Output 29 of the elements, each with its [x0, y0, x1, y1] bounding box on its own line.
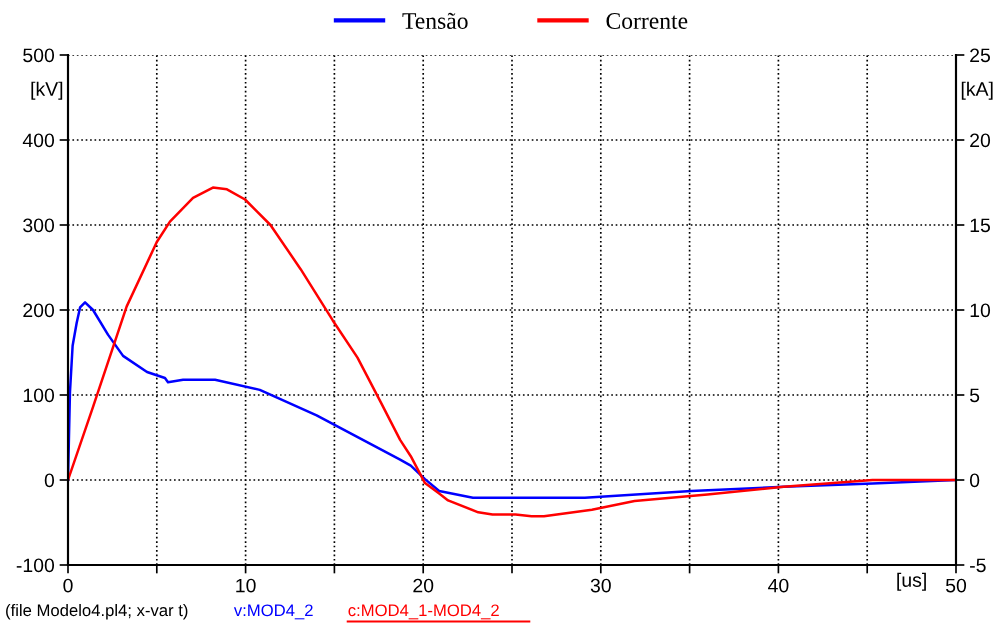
x-axis-title: [us] — [897, 572, 926, 591]
y-tick-label: -100 — [16, 558, 55, 573]
text: c:MOD4_1-MOD4_2 — [348, 604, 499, 620]
y-axis-title: [kV] — [31, 81, 63, 100]
x-tick-label: 30 — [590, 578, 611, 593]
legend-label: Tensão — [402, 12, 468, 29]
y-tick-label: 400 — [22, 133, 55, 148]
legend-label: Corrente — [606, 13, 688, 29]
y2-tick-label: 0 — [969, 473, 980, 488]
x-tick-label: 20 — [413, 578, 434, 593]
y-tick-label: 100 — [23, 388, 55, 403]
y2-tick-label: 20 — [970, 133, 991, 148]
line-series — [68, 186, 956, 518]
y2-tick-label: 15 — [970, 218, 991, 233]
x-tick-label: 0 — [63, 578, 73, 593]
x-tick-label: 40 — [768, 578, 789, 593]
y-tick-label: 0 — [44, 473, 55, 488]
y2-axis-title: [kA] — [961, 81, 993, 100]
x-tick-label: 50 — [945, 578, 967, 593]
y2-tick-label: 5 — [969, 388, 980, 403]
y-tick-label: 300 — [23, 218, 55, 233]
text: (file Modelo4.pl4; x-var t) — [6, 603, 188, 620]
y-tick-label: 500 — [23, 48, 55, 63]
y2-tick-label: -5 — [970, 558, 986, 573]
x-tick-label: 10 — [236, 578, 256, 593]
y-tick-label: 200 — [23, 303, 55, 318]
text: v:MOD4_2 — [233, 604, 313, 620]
y2-tick-label: 10 — [970, 303, 991, 318]
y2-tick-label: 25 — [970, 48, 991, 63]
